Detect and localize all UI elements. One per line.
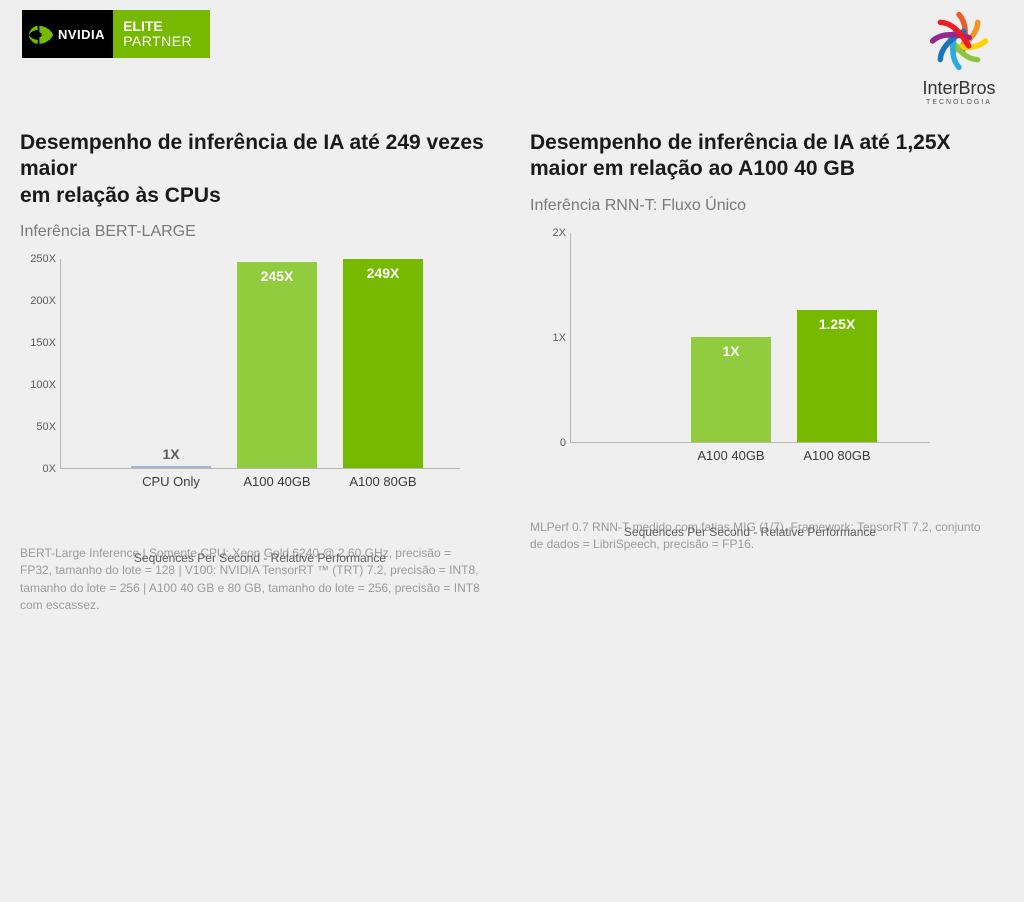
left-chart-plot-area: 1XCPU Only245XA100 40GB249XA100 80GB [60,259,460,469]
right-chart: 01X2X1XA100 40GB1.25XA100 80GBSequences … [530,233,930,493]
left-chart-title: Desempenho de inferência de IA até 249 v… [20,130,500,209]
left-chart-bar-value-label: 249X [367,265,400,281]
right-chart-bar-value-label: 1.25X [819,316,856,332]
right-chart-subtitle: Inferência RNN-T: Fluxo Único [530,197,1010,215]
right-chart-bar: 1.25X [797,310,877,441]
left-chart-panel: Desempenho de inferência de IA até 249 v… [20,130,500,614]
left-chart-bar: 249X [343,259,423,468]
right-chart-y-tick: 2X [553,227,566,239]
right-chart-bar: 1X [691,337,771,442]
left-chart-subtitle: Inferência BERT-LARGE [20,223,500,241]
nvidia-wordmark: NVIDIA [58,27,105,42]
left-chart-y-tick: 150X [30,337,56,349]
left-chart-y-tick: 50X [36,421,56,433]
left-chart-category-label: CPU Only [142,468,200,489]
interbros-logo: InterBros TECNOLOGIA [904,6,1014,106]
right-chart-y-tick: 1X [553,332,566,344]
right-chart-y-tick: 0 [560,437,566,449]
interbros-subtitle: TECNOLOGIA [904,99,1014,106]
interbros-wordmark: InterBros [904,78,1014,99]
elite-partner-label: ELITE PARTNER [113,10,210,58]
left-chart-bar-value-label: 1X [162,446,179,466]
right-chart-y-axis: 01X2X [530,233,570,443]
left-chart-y-axis: 0X50X100X150X200X250X [20,259,60,469]
left-chart-y-tick: 0X [43,463,56,475]
right-chart-category-label: A100 40GB [697,442,764,463]
nvidia-logo: NVIDIA [22,10,113,58]
left-chart-axis-title: Sequences Per Second - Relative Performa… [60,523,460,565]
right-chart-title: Desempenho de inferência de IA até 1,25X… [530,130,1010,183]
nvidia-elite-partner-badge: NVIDIA ELITE PARTNER [22,10,210,58]
left-chart-y-tick: 200X [30,295,56,307]
left-chart-category-label: A100 40GB [243,468,310,489]
interbros-swirl-icon [919,6,999,76]
right-chart-axis-title: Sequences Per Second - Relative Performa… [570,497,930,539]
left-chart-y-tick: 100X [30,379,56,391]
left-chart-bar-value-label: 245X [261,268,294,284]
left-chart-category-label: A100 80GB [349,468,416,489]
right-chart-plot-area: 1XA100 40GB1.25XA100 80GB [570,233,930,443]
left-chart-y-tick: 250X [30,253,56,265]
nvidia-eye-icon [28,21,54,47]
right-chart-panel: Desempenho de inferência de IA até 1,25X… [530,130,1010,553]
left-chart: 0X50X100X150X200X250X1XCPU Only245XA100 … [20,259,460,519]
right-chart-category-label: A100 80GB [803,442,870,463]
left-chart-bar: 245X [237,262,317,468]
right-chart-bar-value-label: 1X [722,343,739,359]
